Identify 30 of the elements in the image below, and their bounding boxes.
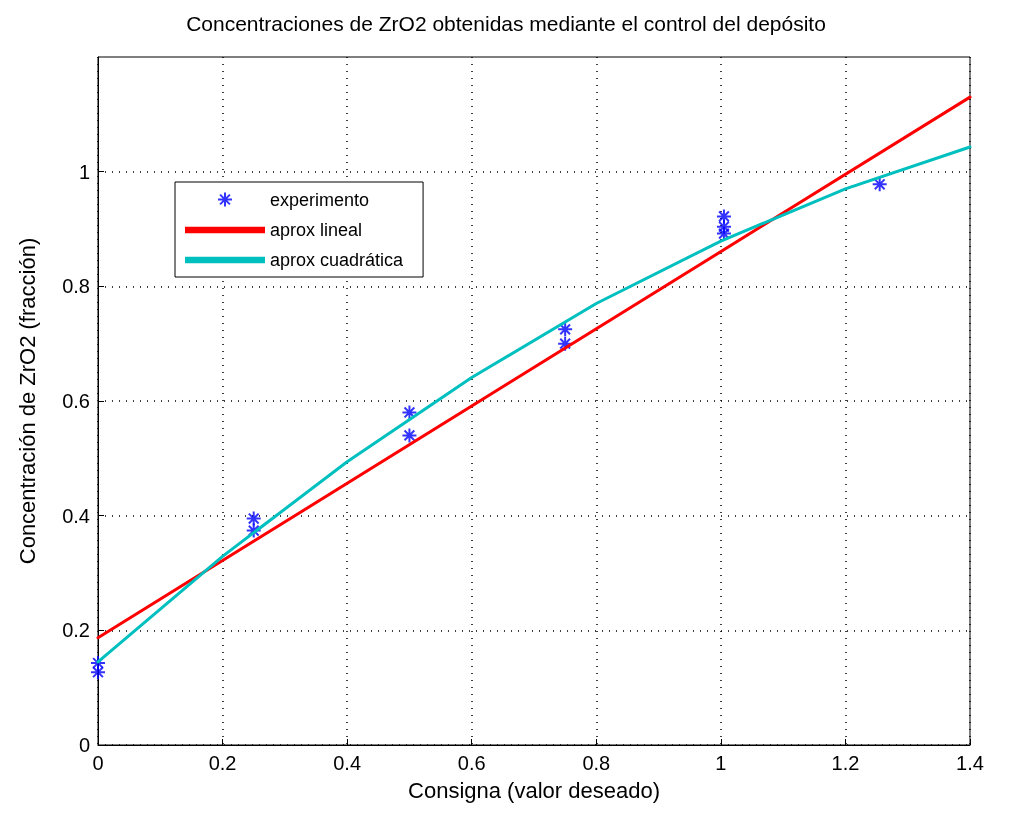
legend-label: aprox cuadrática [270,250,405,270]
y-tick-label: 0.6 [62,390,90,412]
x-tick-label: 0.2 [208,752,237,774]
point [401,404,418,421]
point [715,225,732,242]
point [401,427,418,444]
legend-label: experimento [270,189,370,210]
point [557,321,574,338]
y-tick-label: 0.4 [62,504,90,527]
point [90,664,106,681]
chart-title: Concentraciones de ZrO2 obtenidas mediante el control del depósito [186,12,826,35]
y-tick-label: 0.2 [62,619,90,642]
x-tick-label: 1 [715,752,727,774]
y-axis-title: Concentración de ZrO2 (fracción) [14,237,40,565]
point [871,176,888,193]
y-tick-label: 0 [78,734,90,756]
point [715,218,732,235]
x-axis-title: Consigna (valor deseado) [408,777,660,803]
x-tick-label: 1.2 [831,752,860,774]
point [245,510,262,527]
x-tick-label: 0.6 [457,752,486,774]
y-tick-label: 0.8 [62,275,90,298]
x-tick-label: 0.8 [582,752,611,774]
x-tick-label: 0 [92,752,104,774]
x-tick-label: 1.4 [956,752,984,774]
y-tick-label: 1 [78,160,90,183]
legend-label: aprox lineal [270,220,363,240]
x-tick-label: 0.4 [333,752,362,774]
point [245,522,262,539]
point [557,335,574,352]
